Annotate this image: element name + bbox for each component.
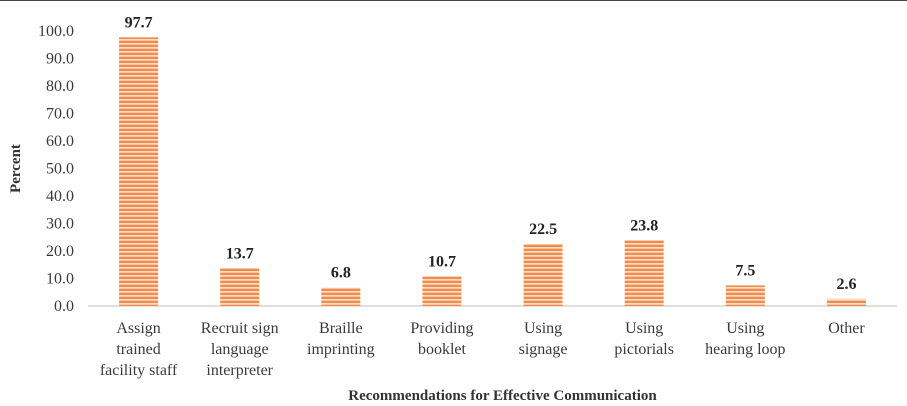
bar (523, 244, 563, 306)
category-label: Assign trained facility staff (100, 320, 178, 379)
bars-group (119, 37, 866, 306)
category-label-line: pictorials (614, 341, 674, 358)
bar (422, 276, 462, 306)
category-label: Braille imprinting (307, 320, 375, 358)
category-label-line: hearing loop (705, 341, 785, 358)
data-label: 10.7 (428, 254, 456, 271)
y-tick-label: 30.0 (46, 216, 74, 233)
category-label-line: Braille (319, 320, 363, 337)
category-label-line: Providing (410, 320, 473, 337)
data-labels-group: 97.7 13.7 6.8 10.7 22.5 23.8 7.5 2.6 (125, 14, 857, 293)
y-tick-label: 10.0 (46, 271, 74, 288)
y-tick-label: 70.0 (46, 106, 74, 123)
category-labels-group: Assign trained facility staff Recruit sign l… (100, 320, 865, 379)
category-label-line: Using (726, 320, 764, 337)
category-label: Providing booklet (410, 320, 473, 358)
y-tick-label: 100.0 (38, 23, 74, 40)
bar (321, 287, 361, 306)
category-label-line: Using (524, 320, 562, 337)
category-label-line: interpreter (206, 362, 273, 379)
y-tick-label: 60.0 (46, 133, 74, 150)
bar (220, 268, 260, 306)
category-label-line: Other (828, 320, 865, 337)
category-label: Using hearing loop (705, 320, 785, 358)
bar (826, 298, 866, 306)
y-tick-label: 40.0 (46, 188, 74, 205)
bar (725, 285, 765, 306)
category-label-line: Recruit sign (201, 320, 279, 337)
category-label-line: trained (116, 341, 160, 358)
data-label: 2.6 (836, 276, 856, 293)
y-tick-label: 90.0 (46, 51, 74, 68)
y-tick-label: 20.0 (46, 243, 74, 260)
category-label-line: signage (519, 341, 568, 358)
category-label: Other (828, 320, 865, 337)
y-tick-label: 80.0 (46, 78, 74, 95)
category-label: Using pictorials (614, 320, 674, 358)
category-label-line: Assign (116, 320, 160, 337)
category-label-line: imprinting (307, 341, 375, 358)
category-label: Using signage (519, 320, 568, 358)
data-label: 22.5 (529, 221, 557, 238)
bar (624, 240, 664, 306)
data-label: 13.7 (226, 245, 254, 262)
category-label-line: booklet (418, 341, 467, 358)
y-axis-title: Percent (8, 144, 24, 193)
y-tick-label: 0.0 (54, 298, 74, 315)
x-axis-title: Recommendations for Effective Communicat… (348, 388, 657, 404)
data-label: 23.8 (630, 218, 658, 235)
category-label: Recruit sign language interpreter (201, 320, 279, 379)
y-axis-ticks: 0.0 10.0 20.0 30.0 40.0 50.0 60.0 70.0 80.0 90.0 1… (38, 23, 74, 315)
data-label: 6.8 (331, 264, 351, 281)
category-label-line: Using (625, 320, 663, 337)
category-label-line: facility staff (100, 362, 178, 379)
y-tick-label: 50.0 (46, 161, 74, 178)
data-label: 7.5 (735, 262, 755, 279)
data-label: 97.7 (125, 14, 153, 31)
bar (119, 37, 159, 306)
category-label-line: language (211, 341, 269, 358)
